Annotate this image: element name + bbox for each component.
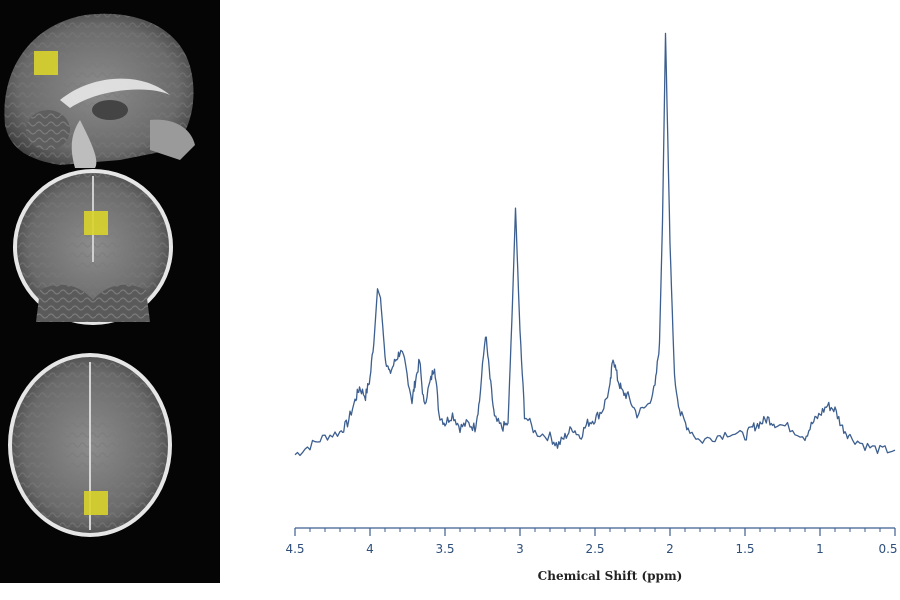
x-axis-tick-label: 1 bbox=[816, 542, 824, 556]
x-axis-major-ticks bbox=[294, 528, 896, 536]
x-axis-tick-label: 2.5 bbox=[585, 542, 604, 556]
x-axis-tick-label: 2 bbox=[666, 542, 674, 556]
x-axis-tick-label: 4.5 bbox=[285, 542, 304, 556]
mri-localizer-panel bbox=[0, 0, 220, 583]
voxel-marker-sagittal bbox=[34, 51, 58, 75]
mri-axial-view bbox=[0, 328, 220, 583]
mri-sagittal-view bbox=[0, 0, 220, 168]
voxel-marker-axial bbox=[84, 491, 108, 515]
x-axis-tick-label: 0.5 bbox=[878, 542, 897, 556]
x-axis-title: Chemical Shift (ppm) bbox=[538, 569, 683, 583]
mri-coronal-view bbox=[0, 168, 220, 328]
x-axis-tick-label: 3 bbox=[516, 542, 524, 556]
x-axis-tick-label: 4 bbox=[366, 542, 374, 556]
spectrum-line bbox=[294, 32, 896, 457]
voxel-marker-coronal bbox=[84, 211, 108, 235]
mri-localizer-images bbox=[0, 0, 220, 583]
x-axis-tick-labels: 4.5 4 3.5 3 2.5 2 1.5 1 0.5 bbox=[285, 542, 897, 556]
x-axis-tick-label: 3.5 bbox=[435, 542, 454, 556]
x-axis-tick-label: 1.5 bbox=[735, 542, 754, 556]
